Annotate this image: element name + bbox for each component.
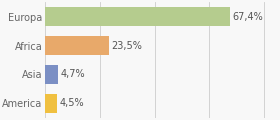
- Bar: [45, 36, 109, 55]
- Text: 4,5%: 4,5%: [60, 98, 84, 108]
- Text: 4,7%: 4,7%: [60, 69, 85, 79]
- Text: 23,5%: 23,5%: [112, 41, 143, 51]
- Bar: [45, 94, 57, 113]
- Bar: [45, 7, 230, 26]
- Text: 67,4%: 67,4%: [232, 12, 263, 22]
- Bar: [45, 65, 58, 84]
